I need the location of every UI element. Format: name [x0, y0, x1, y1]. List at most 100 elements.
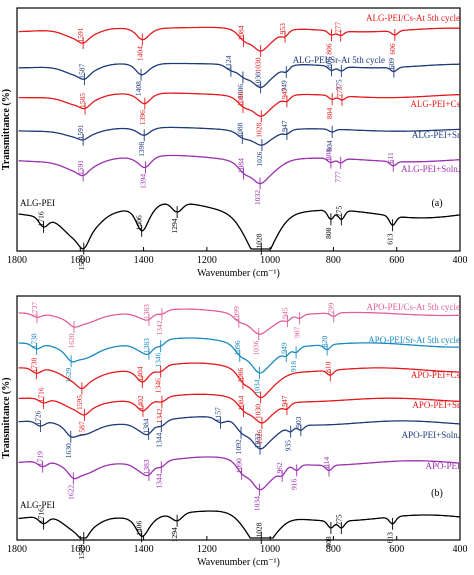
- peak-label: 1595: [75, 395, 84, 410]
- peak-label: 1406: [135, 520, 144, 535]
- peak-label: 1086: [236, 84, 245, 99]
- peak-label: 1585: [78, 93, 87, 108]
- peak-label: 1028: [254, 522, 263, 537]
- spectrum-line: [18, 126, 461, 146]
- peak-label: 1034: [252, 379, 261, 394]
- x-tick-label: 1400: [134, 255, 154, 266]
- spectrum-line: [18, 456, 461, 491]
- peak-label: 808: [324, 536, 333, 548]
- series-label: ALG-PEI/Cs-At 5th cycle: [366, 13, 460, 23]
- x-tick-label: 1800: [7, 544, 27, 555]
- spectrum-line: [18, 416, 460, 450]
- peak-label: 1719: [36, 451, 45, 466]
- peak-label: 1629: [64, 368, 73, 383]
- peak-label: 1402: [136, 395, 145, 410]
- peak-label: 1026: [255, 151, 264, 166]
- peak-label: 1726: [33, 410, 42, 425]
- peak-label: 810: [323, 361, 332, 373]
- peak-label: 1088: [235, 122, 244, 137]
- peak-label: 918: [289, 361, 298, 373]
- series-label: APO-PEI/Sr-At 5th cycle: [368, 335, 460, 345]
- peak-label: 799: [327, 303, 336, 315]
- peak-label: 1344: [154, 433, 163, 448]
- x-tick-label: 1600: [70, 255, 90, 266]
- peak-label: 1342: [155, 408, 164, 423]
- peak-label: 1738: [30, 357, 39, 372]
- series-label: APO-PEI+Soln.: [402, 430, 460, 440]
- spectrum-line: [18, 362, 460, 399]
- x-tick-label: 1000: [260, 544, 280, 555]
- peak-label: 1408: [134, 81, 143, 96]
- peak-label: 773: [335, 86, 344, 98]
- x-tick-label: 400: [453, 544, 468, 555]
- spectrum-line: [18, 26, 461, 52]
- spectrum-line: [18, 92, 460, 117]
- peak-label: 820: [320, 336, 329, 348]
- panel-b: 1800 1600 1400 1200 1000 800 600 400 Wavenumber …: [1, 295, 468, 568]
- peak-label: 1157: [213, 407, 222, 422]
- peak-label: 609: [387, 58, 396, 69]
- peak-label: 1396: [138, 110, 147, 125]
- series-label: ALG-PEI+Soln.: [401, 164, 460, 174]
- peak-label: 1028: [254, 122, 263, 137]
- peak-label: 806: [325, 56, 334, 68]
- peak-label: 1589: [77, 544, 86, 559]
- peak-label: 1716: [37, 211, 46, 226]
- peak-label: 1294: [170, 527, 179, 542]
- panel-a: 1800 1600 1400 1200 1000 800 600 400 Wavenumber …: [1, 7, 468, 279]
- peak-label: 1591: [76, 160, 85, 175]
- peak-label: 949: [279, 342, 288, 354]
- peak-label: 953: [278, 23, 287, 34]
- peak-label: 916: [290, 479, 299, 491]
- peak-label: 1032: [253, 433, 262, 448]
- peak-label: 804: [325, 140, 334, 152]
- peak-label: 1630: [64, 443, 73, 458]
- peak-label: 814: [322, 457, 331, 469]
- y-axis-label: Transmittance (%): [1, 89, 12, 170]
- peak-label: 1084: [237, 395, 246, 410]
- series-label: ALG-PEI/Sr-At 5th cycle: [293, 55, 385, 65]
- peak-label: 1591: [76, 27, 85, 42]
- x-tick-label: 1000: [260, 255, 280, 266]
- peak-label: 907: [293, 327, 302, 339]
- peak-label: 606: [388, 43, 397, 55]
- peak-label: 1086: [236, 367, 245, 382]
- peak-label: 611: [386, 152, 395, 163]
- x-tick-label: 1400: [134, 544, 154, 555]
- peak-label: 947: [280, 87, 289, 99]
- peak-label: 777: [334, 171, 343, 183]
- spectrum-line: [18, 203, 461, 250]
- series-label: APO-PEI/Cs-At 5th cycle: [367, 302, 461, 312]
- peak-label: 1587: [77, 421, 86, 436]
- peak-label: 1030: [254, 404, 263, 419]
- peak-label: 1028: [254, 233, 263, 248]
- peak-label: 1404: [135, 46, 144, 61]
- peak-label: 808: [324, 227, 333, 239]
- x-axis-label: Wavenumber (cm⁻¹): [197, 557, 280, 568]
- plot-frame: [16, 295, 461, 541]
- peak-label: 1383: [142, 459, 151, 474]
- peak-label: 804: [325, 107, 334, 119]
- peak-label: 947: [280, 120, 289, 131]
- peak-label: 1406: [135, 215, 144, 230]
- spectrum-line: [18, 62, 460, 89]
- peak-label: 1086: [236, 91, 245, 106]
- peak-label: 1030: [254, 57, 263, 72]
- peak-label: 1036: [252, 340, 261, 355]
- peak-label: 1026: [255, 429, 264, 444]
- peak-label: 1591: [76, 124, 85, 139]
- peak-label: 1404: [135, 366, 144, 381]
- peak-label: 945: [281, 307, 290, 319]
- peak-label: 1383: [142, 304, 151, 319]
- x-axis-label: Wavenumber (cm⁻¹): [197, 268, 280, 279]
- spectrum-line: [18, 154, 460, 185]
- peak-label: 1090: [235, 458, 244, 473]
- series-label: ALG-PEI+Cs: [410, 99, 460, 109]
- peak-label: 1346: [154, 378, 163, 393]
- peak-label: 777: [334, 22, 343, 34]
- peak-label: 775: [334, 79, 343, 91]
- x-tick-label: 1600: [70, 544, 90, 555]
- x-tick-label: 1800: [7, 255, 27, 266]
- peak-label: 1084: [237, 158, 246, 173]
- spectrum-line: [18, 393, 461, 424]
